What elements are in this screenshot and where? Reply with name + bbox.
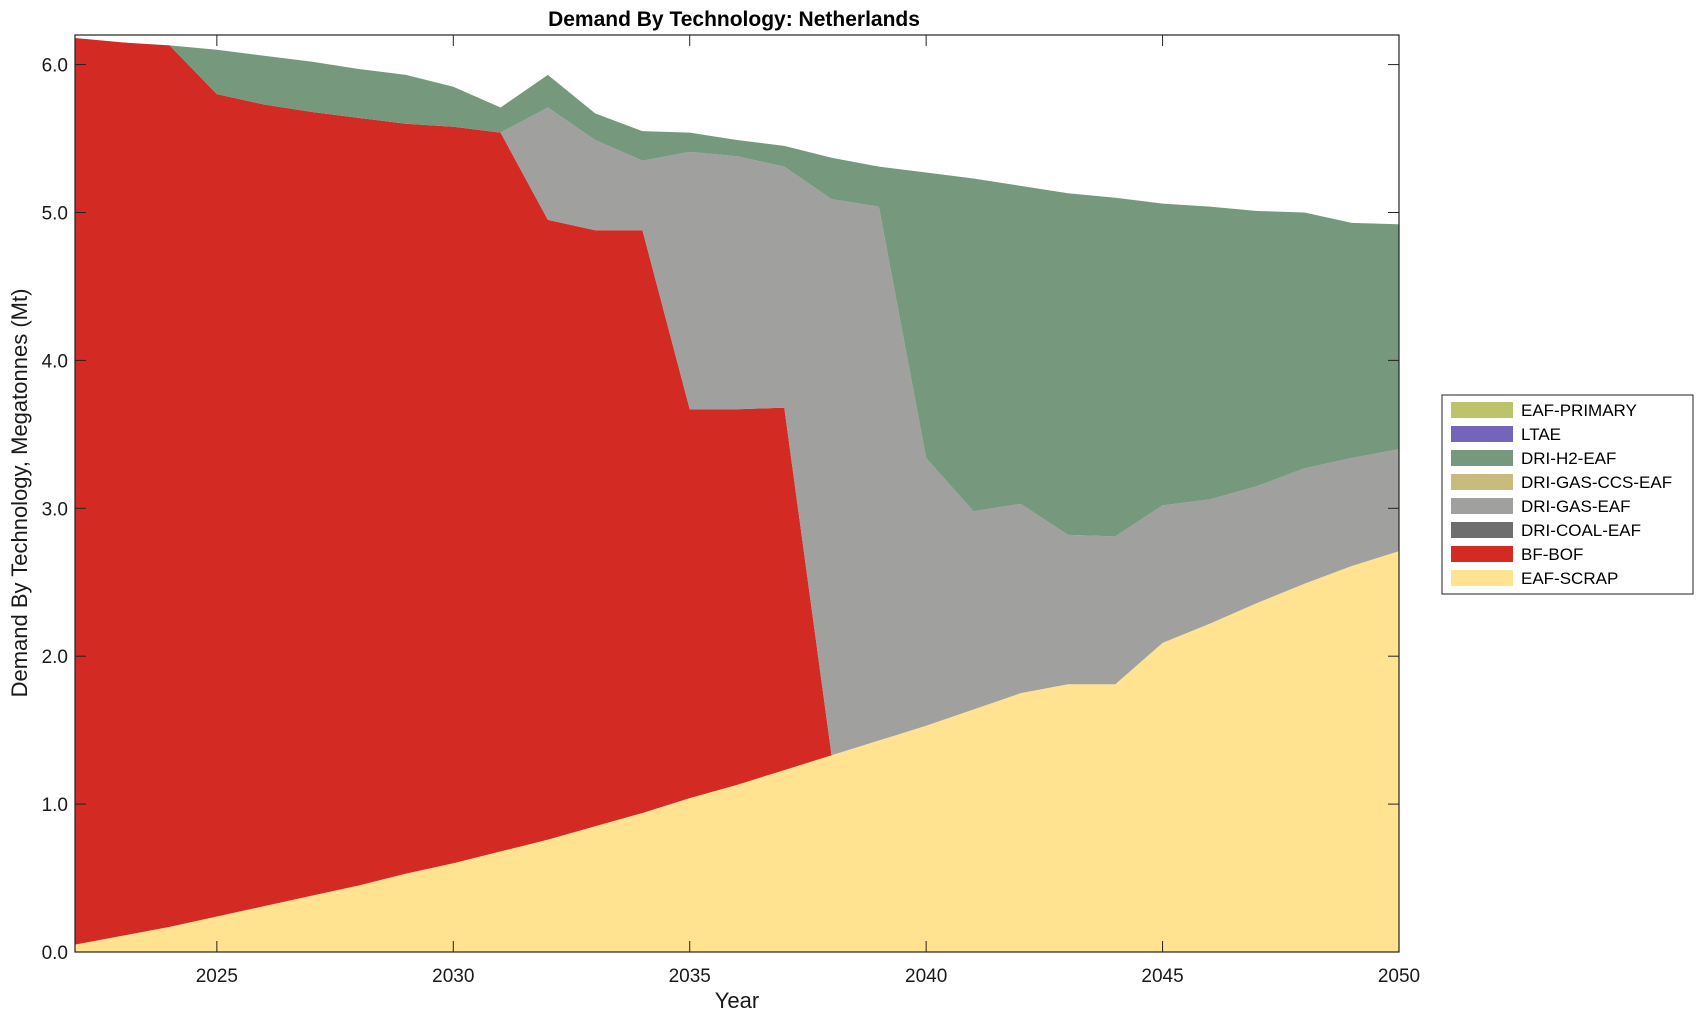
legend-swatch-dri-h2-eaf — [1451, 450, 1513, 466]
area-dri-gas-eaf — [75, 37, 1399, 756]
y-tick-label: 2.0 — [42, 647, 68, 668]
x-tick-label: 2045 — [1141, 966, 1183, 987]
axis-ticks — [75, 35, 1400, 953]
x-tick-label: 2025 — [196, 966, 238, 987]
legend-swatch-dri-coal-eaf — [1451, 522, 1513, 538]
legend: EAF-PRIMARY LTAE DRI-H2-EAF DRI-GAS-CCS-EAF… — [1441, 394, 1694, 595]
area-eaf-scrap — [75, 551, 1399, 952]
area-series-group — [75, 37, 1399, 952]
legend-box — [1441, 394, 1694, 595]
legend-swatch-eaf-scrap — [1451, 570, 1513, 586]
y-tick-label: 1.0 — [42, 795, 68, 816]
area-bf-bof — [75, 37, 1399, 945]
legend-swatch-ltae — [1451, 426, 1513, 442]
y-tick-label: 3.0 — [42, 499, 68, 520]
y-tick-label: 4.0 — [42, 351, 68, 372]
legend-swatch-eaf-primary — [1451, 402, 1513, 418]
plot-frame — [74, 34, 1400, 953]
legend-label-dri-h2-eaf: DRI-H2-EAF — [1521, 449, 1616, 468]
y-tick-label: 0.0 — [42, 943, 68, 964]
legend-swatch-dri-gas-ccs-eaf — [1451, 474, 1513, 490]
x-tick-label: 2030 — [432, 966, 474, 987]
legend-label-ltae: LTAE — [1521, 425, 1561, 444]
x-tick-labels: 2025 2030 2035 2040 2045 2050 — [196, 966, 1420, 987]
legend-label-dri-gas-eaf: DRI-GAS-EAF — [1521, 497, 1631, 516]
x-tick-label: 2040 — [905, 966, 947, 987]
legend-label-bf-bof: BF-BOF — [1521, 545, 1583, 564]
y-tick-label: 6.0 — [42, 56, 68, 77]
chart-title: Demand By Technology: Netherlands — [548, 8, 920, 31]
y-tick-labels: 0.0 1.0 2.0 3.0 4.0 5.0 6.0 — [42, 56, 68, 964]
x-tick-label: 2035 — [669, 966, 711, 987]
x-tick-label: 2050 — [1378, 966, 1420, 987]
area-dri-h2-eaf — [75, 37, 1399, 537]
legend-label-dri-coal-eaf: DRI-COAL-EAF — [1521, 521, 1641, 540]
legend-label-dri-gas-ccs-eaf: DRI-GAS-CCS-EAF — [1521, 473, 1672, 492]
legend-label-eaf-primary: EAF-PRIMARY — [1521, 401, 1637, 420]
legend-swatch-bf-bof — [1451, 546, 1513, 562]
x-axis-label: Year — [715, 988, 759, 1013]
legend-label-eaf-scrap: EAF-SCRAP — [1521, 569, 1618, 588]
y-axis-label: Demand By Technology, Megatonnes (Mt) — [7, 289, 32, 698]
legend-swatch-dri-gas-eaf — [1451, 498, 1513, 514]
y-tick-label: 5.0 — [42, 203, 68, 224]
